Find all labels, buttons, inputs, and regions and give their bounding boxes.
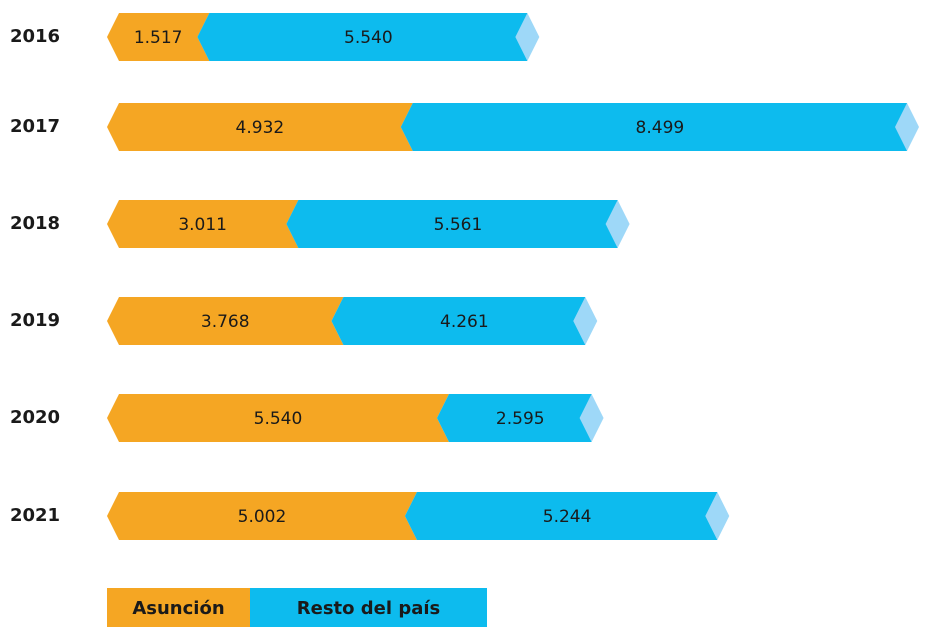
bar-segment [404, 492, 718, 540]
value-label: 3.011 [178, 215, 227, 235]
value-label: 8.499 [636, 118, 685, 138]
value-label: 4.261 [440, 312, 489, 332]
bar-segment [331, 297, 586, 345]
legend-label: Resto del país [297, 598, 440, 619]
bar-segment [400, 103, 907, 151]
bar-segment [107, 13, 210, 61]
bar-segment [107, 200, 299, 248]
bar-segment [286, 200, 618, 248]
bar-segment [197, 13, 528, 61]
bar-segment [107, 297, 344, 345]
value-label: 4.932 [236, 118, 285, 138]
year-label: 2019 [10, 310, 60, 331]
bar-cap [573, 297, 598, 345]
year-label: 2021 [10, 505, 60, 526]
legend-swatch [107, 588, 250, 627]
legend-swatch [250, 588, 487, 627]
year-label: 2016 [10, 26, 60, 47]
year-label: 2020 [10, 407, 60, 428]
bar-segment [107, 394, 449, 442]
value-label: 5.540 [254, 409, 303, 429]
value-label: 3.768 [201, 312, 250, 332]
bar-segment [436, 394, 592, 442]
bar-cap [579, 394, 604, 442]
year-label: 2018 [10, 213, 60, 234]
value-label: 2.595 [496, 409, 545, 429]
value-label: 5.244 [543, 507, 592, 527]
value-label: 5.540 [344, 28, 393, 48]
bar-segment [107, 492, 417, 540]
bar-cap [605, 200, 630, 248]
bar-cap [515, 13, 540, 61]
value-label: 5.002 [238, 507, 287, 527]
year-label: 2017 [10, 116, 60, 137]
value-label: 1.517 [134, 28, 183, 48]
bar-cap [895, 103, 919, 151]
bar-cap [705, 492, 730, 540]
legend-label: Asunción [132, 598, 224, 619]
bar-segment [107, 103, 413, 151]
value-label: 5.561 [434, 215, 483, 235]
